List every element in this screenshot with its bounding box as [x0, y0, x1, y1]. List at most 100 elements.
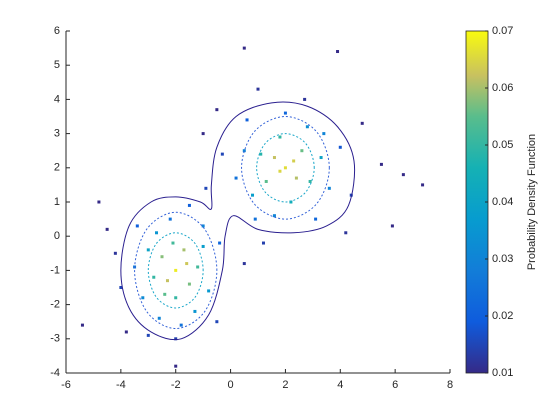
point — [283, 166, 287, 170]
point — [80, 323, 84, 327]
y-tick-label: 1 — [54, 196, 60, 208]
point — [119, 286, 123, 289]
point — [336, 50, 340, 54]
point — [168, 217, 172, 221]
contour — [120, 101, 356, 341]
point — [327, 186, 331, 190]
point — [187, 282, 191, 286]
point — [160, 255, 164, 259]
point — [261, 241, 265, 245]
x-tick-label: 6 — [392, 379, 398, 391]
point — [185, 262, 189, 266]
point — [201, 132, 205, 136]
point — [305, 125, 309, 129]
y-tick-label: 6 — [54, 25, 60, 37]
contour — [241, 115, 330, 220]
point — [272, 156, 276, 160]
point — [201, 224, 205, 228]
point — [319, 156, 323, 160]
x-tick-label: -6 — [61, 379, 71, 391]
point — [196, 265, 200, 269]
point — [294, 176, 298, 180]
x-tick-label: 2 — [282, 379, 288, 391]
point — [303, 97, 307, 101]
y-tick-label: -1 — [50, 264, 60, 276]
point — [242, 149, 246, 153]
y-tick-label: 0 — [54, 230, 60, 242]
point — [204, 186, 208, 190]
point — [179, 323, 183, 327]
point — [105, 227, 109, 231]
point — [174, 364, 178, 368]
point — [174, 296, 178, 300]
point — [401, 173, 405, 177]
y-tick-label: -4 — [50, 367, 60, 379]
point — [390, 224, 394, 228]
colorbar-tick-label: 0.07 — [492, 25, 513, 37]
point — [253, 217, 257, 221]
point — [113, 251, 117, 255]
contour — [256, 133, 315, 203]
colorbar-tick-label: 0.01 — [492, 367, 513, 379]
y-tick-label: 3 — [54, 128, 60, 140]
point — [421, 183, 425, 187]
point — [171, 241, 175, 245]
point — [292, 159, 296, 163]
point — [256, 87, 260, 91]
point — [165, 279, 169, 283]
y-tick-label: -3 — [50, 333, 60, 345]
point — [187, 203, 191, 207]
point — [283, 111, 287, 115]
point — [146, 248, 150, 252]
y-tick-label: -2 — [50, 299, 60, 311]
point — [218, 241, 222, 245]
point — [157, 316, 161, 320]
point — [201, 244, 205, 248]
x-tick-label: 8 — [447, 379, 453, 391]
colorbar-label: Probability Density Function — [526, 134, 538, 270]
point — [124, 330, 128, 334]
point — [272, 214, 276, 218]
point — [242, 262, 246, 266]
colorbar-tick-label: 0.05 — [492, 139, 513, 151]
point — [207, 289, 211, 293]
point — [300, 149, 304, 153]
point — [264, 179, 268, 183]
x-tick-label: -4 — [116, 379, 126, 391]
point — [344, 231, 348, 235]
point — [338, 145, 342, 149]
point — [308, 179, 312, 183]
point — [245, 118, 249, 122]
point — [220, 152, 224, 156]
point — [278, 135, 282, 139]
colorbar-tick-label: 0.02 — [492, 310, 513, 322]
point — [322, 132, 326, 136]
point — [174, 268, 178, 272]
point — [289, 200, 293, 204]
point — [97, 200, 101, 204]
x-tick-label: 4 — [337, 379, 343, 391]
point — [163, 292, 167, 296]
point — [152, 275, 156, 279]
point — [174, 337, 178, 341]
point — [379, 162, 383, 166]
colorbar-tick-label: 0.03 — [492, 253, 513, 265]
contour — [147, 232, 204, 309]
point — [234, 176, 238, 180]
point — [182, 248, 186, 252]
point — [314, 217, 318, 221]
colorbar-tick-label: 0.04 — [492, 196, 513, 208]
point — [135, 224, 139, 228]
point — [242, 46, 246, 50]
x-tick-label: -2 — [171, 379, 181, 391]
point — [215, 108, 219, 112]
point — [259, 152, 263, 156]
colorbar — [465, 30, 489, 374]
point — [215, 320, 219, 324]
y-tick-label: 2 — [54, 162, 60, 174]
y-tick-label: 4 — [54, 93, 60, 105]
point — [193, 309, 197, 313]
point — [141, 296, 145, 300]
point — [278, 169, 282, 173]
